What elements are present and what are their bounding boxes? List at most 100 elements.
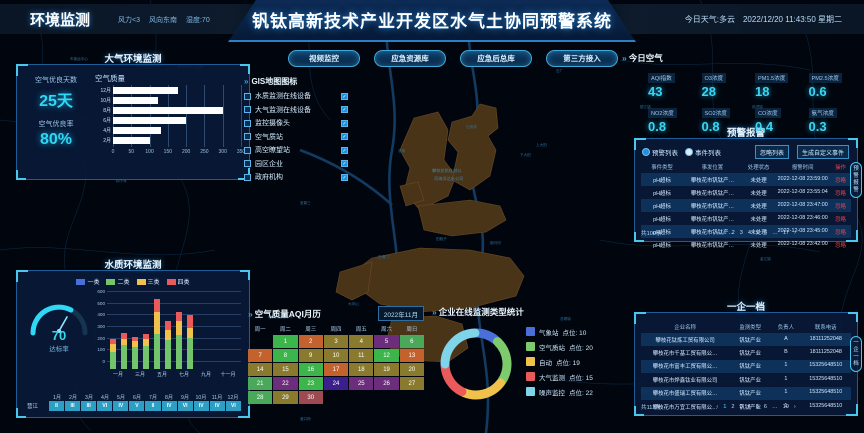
calendar-day-cell[interactable]: 26 (374, 377, 399, 390)
calendar-day-cell[interactable]: 20 (399, 363, 424, 376)
calendar-day-cell[interactable]: 30 (298, 391, 323, 404)
table-row[interactable]: pH超标 攀枝花市钒钛产… 未处理 2022-12-08 23:47:00 忽略 (641, 199, 851, 212)
calendar-day-cell[interactable]: 15 (273, 363, 298, 376)
donut-segment[interactable] (440, 328, 480, 369)
page-link[interactable]: … (772, 404, 778, 410)
side-tab-warning[interactable]: 预警报警 (850, 162, 862, 198)
table-row[interactable]: 攀枝花市富丰工贸有限公… 钒钛产业 1 15325648510 (641, 359, 851, 374)
ignore-action-link[interactable]: 忽略 (835, 229, 846, 236)
table-row[interactable]: pH超标 攀枝花市钒钛产… 未处理 2022-12-08 23:42:00 忽略 (641, 238, 851, 251)
radio-event-list[interactable]: 事件列表 (686, 147, 721, 157)
next-page-button[interactable]: › (793, 404, 796, 410)
ignore-list-button[interactable]: 忽略列表 (754, 145, 789, 159)
page-link[interactable]: … (772, 230, 778, 236)
calendar-day-cell[interactable]: 13 (399, 349, 424, 362)
legend-item[interactable]: 一类 (76, 277, 99, 286)
side-tab-enterprise[interactable]: 一企一档 (850, 336, 862, 372)
calendar-day-cell[interactable]: 12 (374, 349, 399, 362)
page-link[interactable]: 6 (763, 404, 768, 410)
calendar-day-cell[interactable]: 10 (323, 349, 349, 362)
tab-emergency-resource[interactable]: 应急资源库 (374, 50, 446, 67)
donut-legend-item[interactable]: 大气监测 点位: 15 (526, 372, 593, 382)
calendar-day-cell[interactable]: 21 (248, 377, 273, 390)
gis-checkbox[interactable]: ✓ (341, 133, 348, 140)
gis-item-government[interactable]: 政府机构 ✓ (244, 172, 348, 182)
next-page-button[interactable]: › (794, 230, 796, 236)
legend-item[interactable]: 三类 (136, 277, 160, 286)
calendar-day-cell[interactable]: 17 (323, 363, 349, 376)
table-row[interactable]: 攀枝花市万宜工贸有限公… 钒钛产业 1 15325648510 (641, 400, 851, 413)
calendar-day-cell[interactable]: 9 (298, 349, 323, 362)
legend-item[interactable]: 二类 (106, 277, 130, 286)
donut-segment[interactable] (459, 378, 506, 400)
calendar-day-cell[interactable]: 5 (374, 335, 399, 348)
page-link[interactable]: 2 (731, 230, 735, 236)
radio-warning-list[interactable]: 预警列表 (643, 147, 678, 157)
gis-checkbox[interactable]: ✓ (341, 173, 348, 181)
month-picker[interactable]: 2022年11月 (377, 306, 424, 321)
calendar-day-cell[interactable]: 23 (298, 377, 323, 390)
page-link[interactable]: 19 (782, 404, 789, 410)
calendar-grid[interactable]: 周一 周二 周三 周四 周五 周六 周日 1 2 3 4 5 6 7 8 9 10 11 12 13 14 15 16 17 1… (248, 325, 424, 404)
calendar-day-cell[interactable]: 2 (298, 335, 323, 348)
page-link[interactable]: 4 (747, 230, 751, 236)
gis-item-camera[interactable]: 监控摄像头 ✓ (244, 118, 348, 128)
calendar-day-cell[interactable]: 8 (273, 349, 298, 362)
gis-checkbox[interactable]: ✓ (341, 106, 348, 113)
create-custom-event-button[interactable]: 生成自定义事件 (796, 145, 849, 159)
table-row[interactable]: pH超标 攀枝花市钒钛产… 未处理 2022-12-08 23:45:00 忽略 (641, 225, 851, 238)
table-row[interactable]: 攀枝花市千基工贸有限公… 钒钛产业 B 18111252048 (641, 346, 851, 359)
calendar-day-cell[interactable]: 25 (349, 377, 374, 390)
ignore-action-link[interactable]: 忽略 (835, 216, 846, 223)
calendar-day-cell[interactable]: 3 (323, 335, 349, 348)
calendar-day-cell[interactable]: 4 (349, 335, 374, 348)
tab-third-party[interactable]: 第三方接入 (546, 50, 618, 67)
page-link[interactable]: 17 (782, 230, 790, 236)
calendar-day-cell[interactable]: 27 (399, 377, 424, 390)
calendar-day-cell[interactable]: 24 (323, 377, 349, 390)
gis-item-watchtower[interactable]: 高空瞭望站 ✓ (244, 145, 348, 155)
gis-checkbox[interactable]: ✓ (341, 160, 348, 167)
gis-item-air-station[interactable]: 空气质站 ✓ (244, 132, 348, 142)
donut-segment[interactable] (492, 337, 512, 386)
page-link[interactable]: 4 (747, 404, 751, 410)
page-link[interactable]: 2 (731, 404, 735, 410)
gis-item-water-device[interactable]: 水质监测在线设备 ✓ (244, 91, 348, 101)
gis-item-air-device[interactable]: 大气监测在线设备 ✓ (244, 105, 348, 115)
tab-emergency-archive[interactable]: 应急后总库 (460, 50, 532, 67)
calendar-day-cell[interactable]: 18 (349, 363, 374, 376)
calendar-day-cell[interactable]: 16 (298, 363, 323, 376)
prev-page-button[interactable]: ‹ (716, 404, 719, 410)
calendar-day-cell[interactable]: 1 (273, 335, 298, 348)
gis-item-enterprise[interactable]: 园区企业 ✓ (244, 159, 348, 169)
table-row[interactable]: 攀枝花钛炼工贸有限公司 钒钛产业 A 18111252048 (641, 333, 851, 347)
donut-legend-item[interactable]: 自动 点位: 19 (526, 357, 593, 367)
calendar-day-cell[interactable]: 19 (374, 363, 399, 376)
calendar-day-cell[interactable]: 11 (349, 349, 374, 362)
table-row[interactable]: pH超标 攀枝花市钒钛产… 未处理 2022-12-08 23:59:00 忽略 (641, 173, 851, 186)
page-link[interactable]: 3 (739, 230, 743, 236)
donut-legend-item[interactable]: 空气质站 点位: 20 (526, 342, 593, 352)
ignore-action-link[interactable]: 忽略 (835, 190, 846, 197)
donut-segment[interactable] (472, 328, 501, 345)
calendar-day-cell[interactable]: 6 (399, 335, 424, 348)
page-link[interactable]: 6 (764, 230, 768, 236)
calendar-day-cell[interactable]: 7 (248, 349, 273, 362)
prev-page-button[interactable]: ‹ (716, 230, 719, 236)
donut-legend-item[interactable]: 气象站 点位: 10 (526, 327, 593, 337)
calendar-day-cell[interactable]: 29 (273, 391, 298, 404)
warning-page-links[interactable]: ‹ 1 2 3 4 5 6 … 17 › (717, 230, 796, 236)
page-link[interactable]: 1 (723, 230, 727, 236)
page-link[interactable]: 5 (755, 404, 759, 410)
donut-legend-item[interactable]: 噪声监控 点位: 22 (526, 387, 593, 397)
donut-segment[interactable] (440, 361, 467, 397)
page-link[interactable]: 5 (755, 230, 760, 236)
enterprise-page-links[interactable]: ‹ 1 2 3 4 5 6… 19 › (716, 404, 795, 410)
table-row[interactable]: pH超标 攀枝花市钒钛产… 未处理 2022-12-08 23:46:00 忽略 (641, 212, 851, 225)
table-row[interactable]: 攀枝花市盛瑞工贸有限公… 钒钛产业 1 15325648510 (641, 386, 851, 400)
calendar-day-cell[interactable]: 22 (273, 377, 298, 390)
calendar-day-cell[interactable]: 28 (248, 391, 273, 404)
tab-video-monitor[interactable]: 视频监控 (288, 50, 360, 67)
page-link[interactable]: 1 (723, 404, 727, 410)
gis-checkbox[interactable]: ✓ (341, 119, 348, 127)
